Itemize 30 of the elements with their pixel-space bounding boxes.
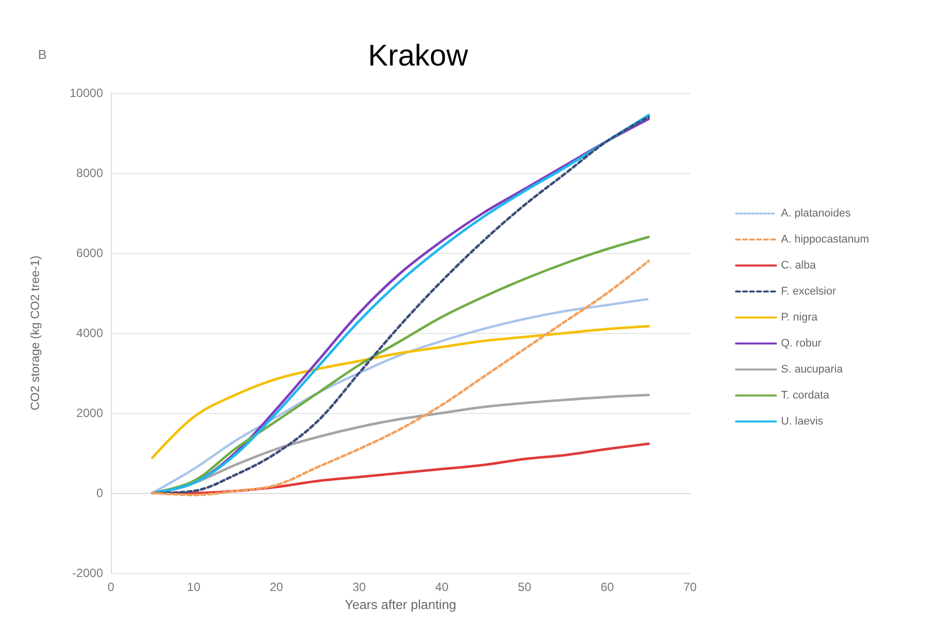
x-tick-label: 0 xyxy=(108,580,115,594)
y-tick-label: 2000 xyxy=(76,406,104,420)
x-tick-label: 30 xyxy=(352,580,366,594)
legend-label: U. laevis xyxy=(781,416,824,428)
legend-label: C. alba xyxy=(781,260,817,272)
y-tick-label: 4000 xyxy=(76,326,104,340)
x-tick-label: 70 xyxy=(683,580,697,594)
y-tick-label: 0 xyxy=(96,486,104,500)
line-series xyxy=(151,298,650,494)
legend-label: A. hippocastanum xyxy=(781,234,870,246)
y-tick-label: -2000 xyxy=(72,566,104,580)
x-tick-label: 60 xyxy=(600,580,614,594)
y-tick-label: 6000 xyxy=(76,246,104,260)
x-tick-label: 50 xyxy=(518,580,532,594)
chart-title: Krakow xyxy=(368,40,468,72)
line-series xyxy=(151,324,650,460)
text: B xyxy=(38,47,47,62)
y-tick-label: 8000 xyxy=(76,166,104,180)
x-tick-label: 40 xyxy=(435,580,449,594)
legend-label: A. platanoides xyxy=(781,208,852,220)
x-tick-label: 10 xyxy=(187,580,201,594)
legend-label: F. excelsior xyxy=(781,286,836,298)
x-tick-label: 20 xyxy=(270,580,284,594)
legend-label: P. nigra xyxy=(781,312,818,324)
legend-label: Q. robur xyxy=(781,338,822,350)
y-axis-title: CO2 storage (kg CO2 tree-1) xyxy=(28,256,42,410)
x-axis-title: Years after planting xyxy=(344,596,456,612)
legend-label: T. cordata xyxy=(781,390,830,402)
legend-label: S. aucuparia xyxy=(781,364,844,376)
y-tick-label: 10000 xyxy=(70,86,104,100)
